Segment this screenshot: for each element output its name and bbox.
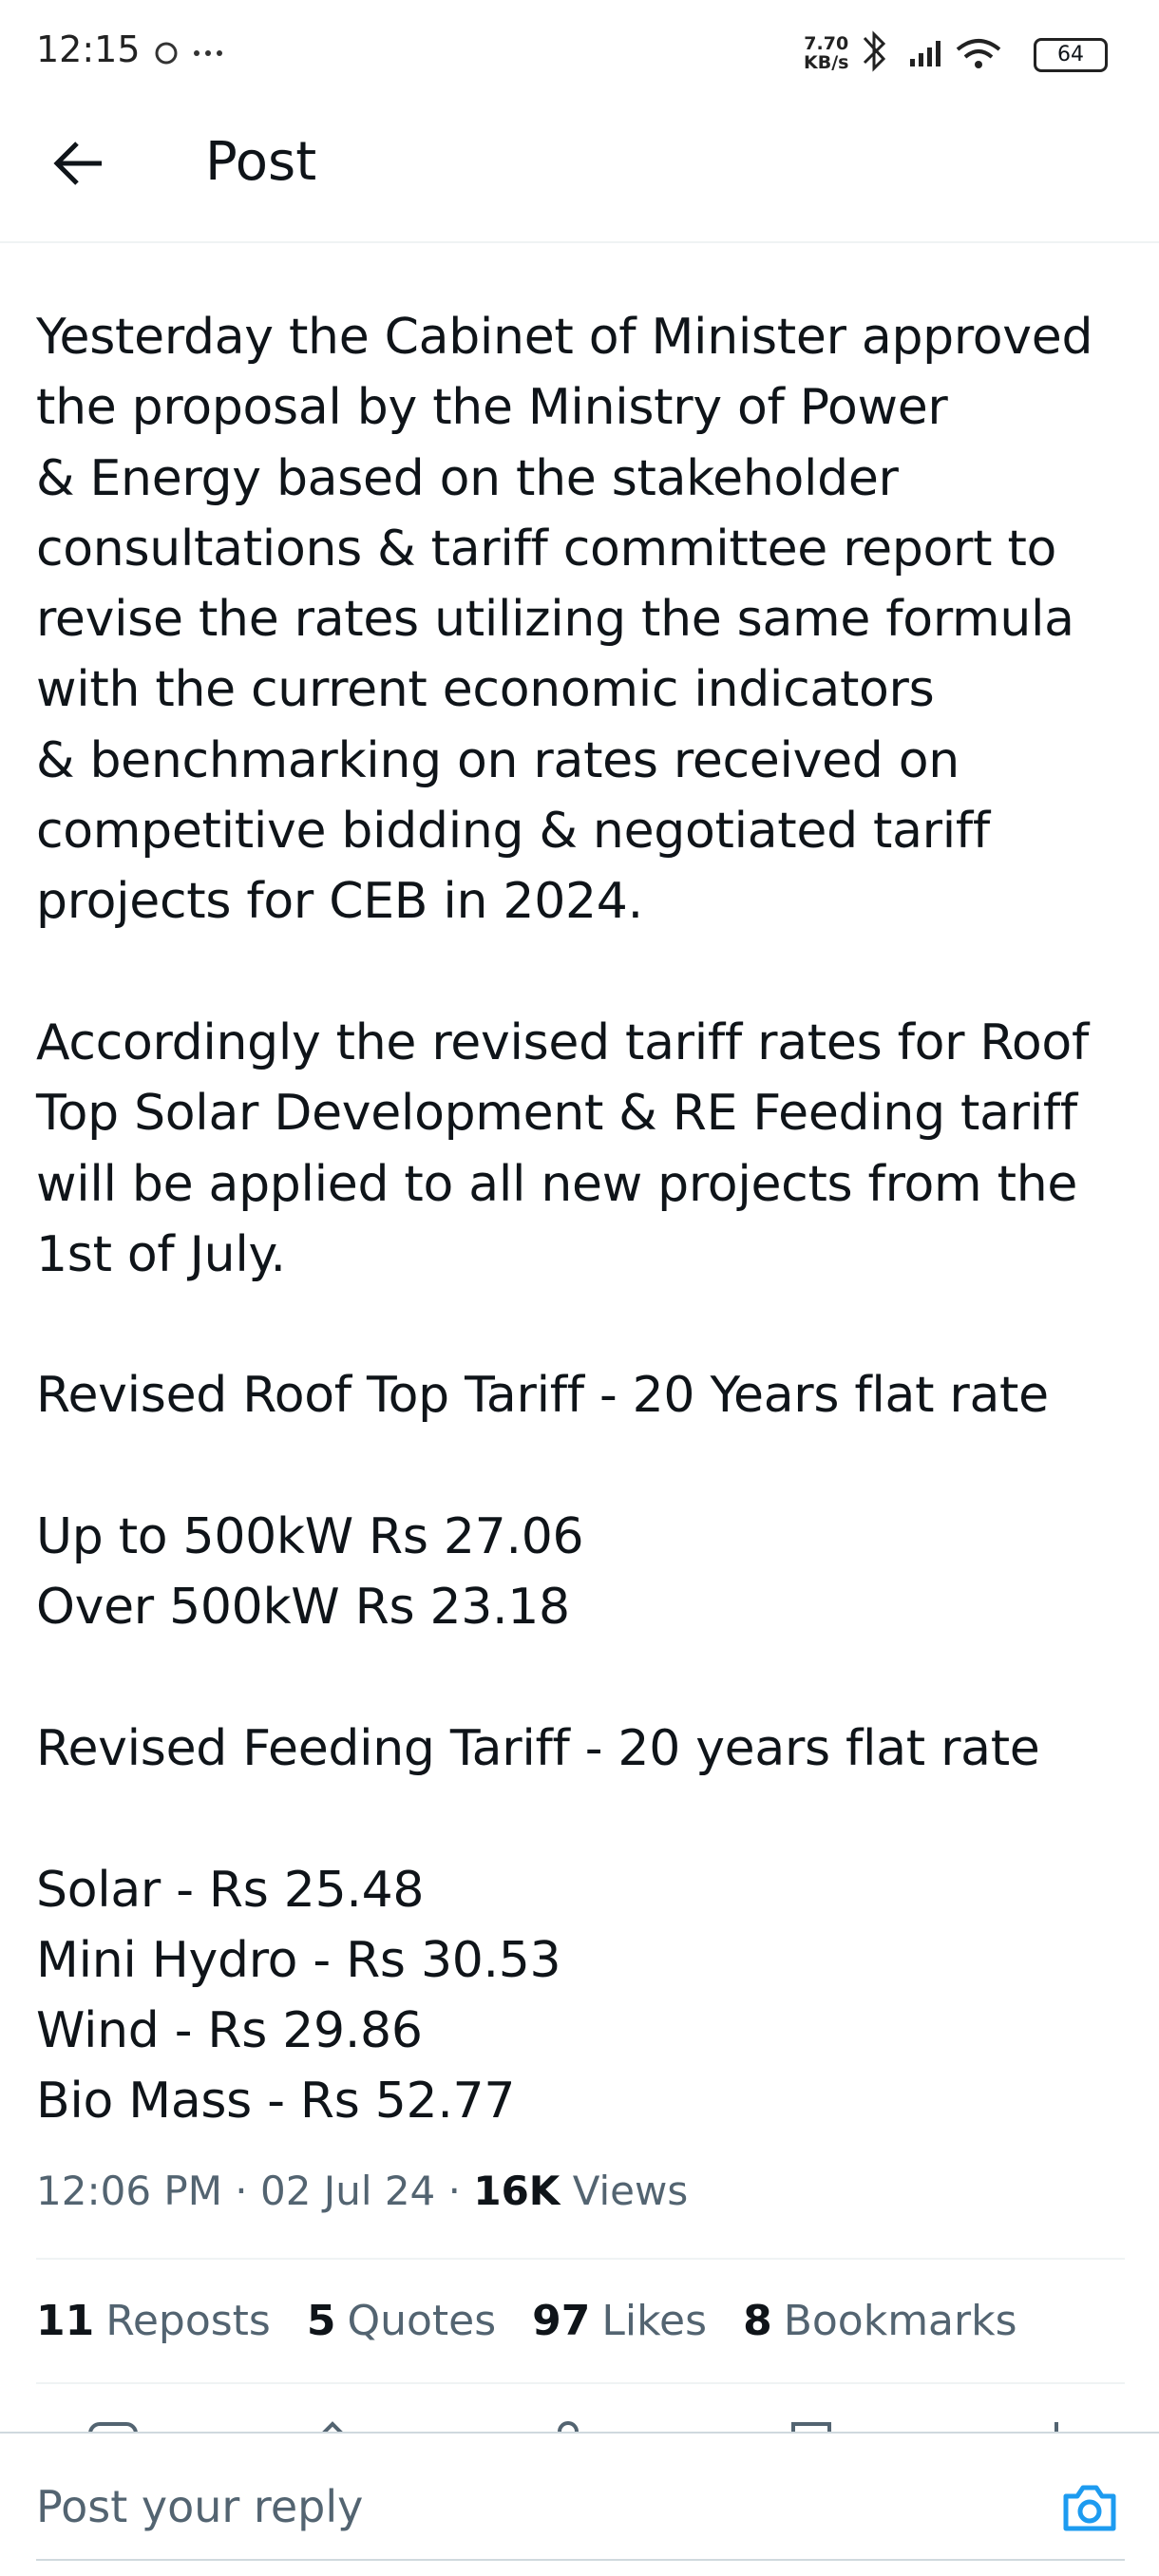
stat-label: Reposts bbox=[105, 2297, 271, 2345]
stat: 97 Likes bbox=[532, 2297, 707, 2345]
views-label: Views bbox=[572, 2168, 689, 2214]
stat-count: 11 bbox=[36, 2297, 95, 2345]
paragraph: Up to 500kW Rs 27.06 Over 500kW Rs 23.18 bbox=[36, 1502, 1138, 1643]
text-line: Top Solar Development & RE Feeding tarif… bbox=[36, 1085, 1077, 1143]
text-line: & benchmarking on rates received on bbox=[36, 731, 960, 789]
net-speed-value: 7.70 bbox=[804, 33, 849, 54]
status-time: 12:15 bbox=[36, 28, 141, 70]
divider bbox=[36, 2258, 1125, 2260]
text-line: Yesterday the Cabinet of Minister approv… bbox=[36, 309, 1093, 366]
stat: 8 Bookmarks bbox=[743, 2297, 1016, 2345]
text-line: Accordingly the revised tariff rates for… bbox=[36, 1013, 1089, 1071]
text-line: 1st of July. bbox=[36, 1225, 286, 1283]
text-line: projects for CEB in 2024. bbox=[36, 873, 643, 931]
stat-count: 5 bbox=[306, 2297, 336, 2345]
views-count: 16K bbox=[473, 2168, 560, 2214]
status-icons bbox=[155, 42, 222, 65]
stat-count: 97 bbox=[532, 2297, 591, 2345]
text-line: Up to 500kW Rs 27.06 bbox=[36, 1508, 584, 1566]
text-line: will be applied to all new projects from… bbox=[36, 1155, 1078, 1213]
stat-label: Quotes bbox=[347, 2297, 497, 2345]
text-line: with the current economic indicators bbox=[36, 661, 935, 719]
text-line: Bio Mass - Rs 52.77 bbox=[36, 2073, 516, 2131]
divider bbox=[0, 2432, 1159, 2434]
post-text: Yesterday the Cabinet of Minister approv… bbox=[36, 302, 1138, 2137]
camera-button[interactable] bbox=[1062, 2483, 1117, 2532]
net-speed: 7.70 KB/s bbox=[804, 34, 848, 72]
text-line: & Energy based on the stakeholder bbox=[36, 449, 899, 507]
net-speed-unit: KB/s bbox=[804, 52, 849, 73]
post-date: 02 Jul 24 bbox=[260, 2168, 436, 2214]
paragraph: Revised Feeding Tariff - 20 years flat r… bbox=[36, 1714, 1138, 1784]
divider bbox=[36, 2559, 1125, 2561]
text-line: Mini Hydro - Rs 30.53 bbox=[36, 1931, 561, 1989]
text-line: Solar - Rs 25.48 bbox=[36, 1861, 425, 1919]
action-bar bbox=[88, 2421, 1058, 2434]
text-line: Over 500kW Rs 23.18 bbox=[36, 1579, 570, 1637]
signal-icons bbox=[863, 30, 1001, 72]
text-line: revise the rates utilizing the same form… bbox=[36, 591, 1074, 649]
stat-label: Bookmarks bbox=[783, 2297, 1017, 2345]
text-line: Revised Feeding Tariff - 20 years flat r… bbox=[36, 1719, 1040, 1777]
stat-count: 8 bbox=[743, 2297, 772, 2345]
back-button[interactable] bbox=[52, 138, 109, 189]
paragraph: Solar - Rs 25.48 Mini Hydro - Rs 30.53 Win… bbox=[36, 1855, 1138, 2137]
divider bbox=[36, 2382, 1125, 2384]
text-line: Wind - Rs 29.86 bbox=[36, 2002, 423, 2060]
stat: 5 Quotes bbox=[307, 2297, 496, 2345]
battery: 64 bbox=[1034, 38, 1108, 72]
stat-label: Likes bbox=[601, 2297, 708, 2345]
paragraph: Revised Roof Top Tariff - 20 Years flat … bbox=[36, 1360, 1138, 1430]
reply-input[interactable]: Post your reply bbox=[36, 2481, 364, 2532]
paragraph: Accordingly the revised tariff rates for… bbox=[36, 1008, 1138, 1290]
header-title: Post bbox=[205, 131, 317, 193]
post-meta: 12:06 PM · 02 Jul 24 · 16K Views bbox=[36, 2168, 689, 2214]
text-line: competitive bidding & negotiated tariff bbox=[36, 803, 990, 861]
divider bbox=[0, 241, 1159, 243]
text-line: Revised Roof Top Tariff - 20 Years flat … bbox=[36, 1367, 1049, 1425]
paragraph: Yesterday the Cabinet of Minister approv… bbox=[36, 302, 1138, 938]
stat: 11 Reposts bbox=[36, 2297, 271, 2345]
text-line: the proposal by the Ministry of Power bbox=[36, 379, 948, 437]
text-line: consultations & tariff committee report … bbox=[36, 520, 1057, 578]
post-stats: 11 Reposts 5 Quotes 97 Likes 8 Bookmarks bbox=[36, 2297, 1017, 2345]
post-time: 12:06 PM bbox=[36, 2168, 222, 2214]
